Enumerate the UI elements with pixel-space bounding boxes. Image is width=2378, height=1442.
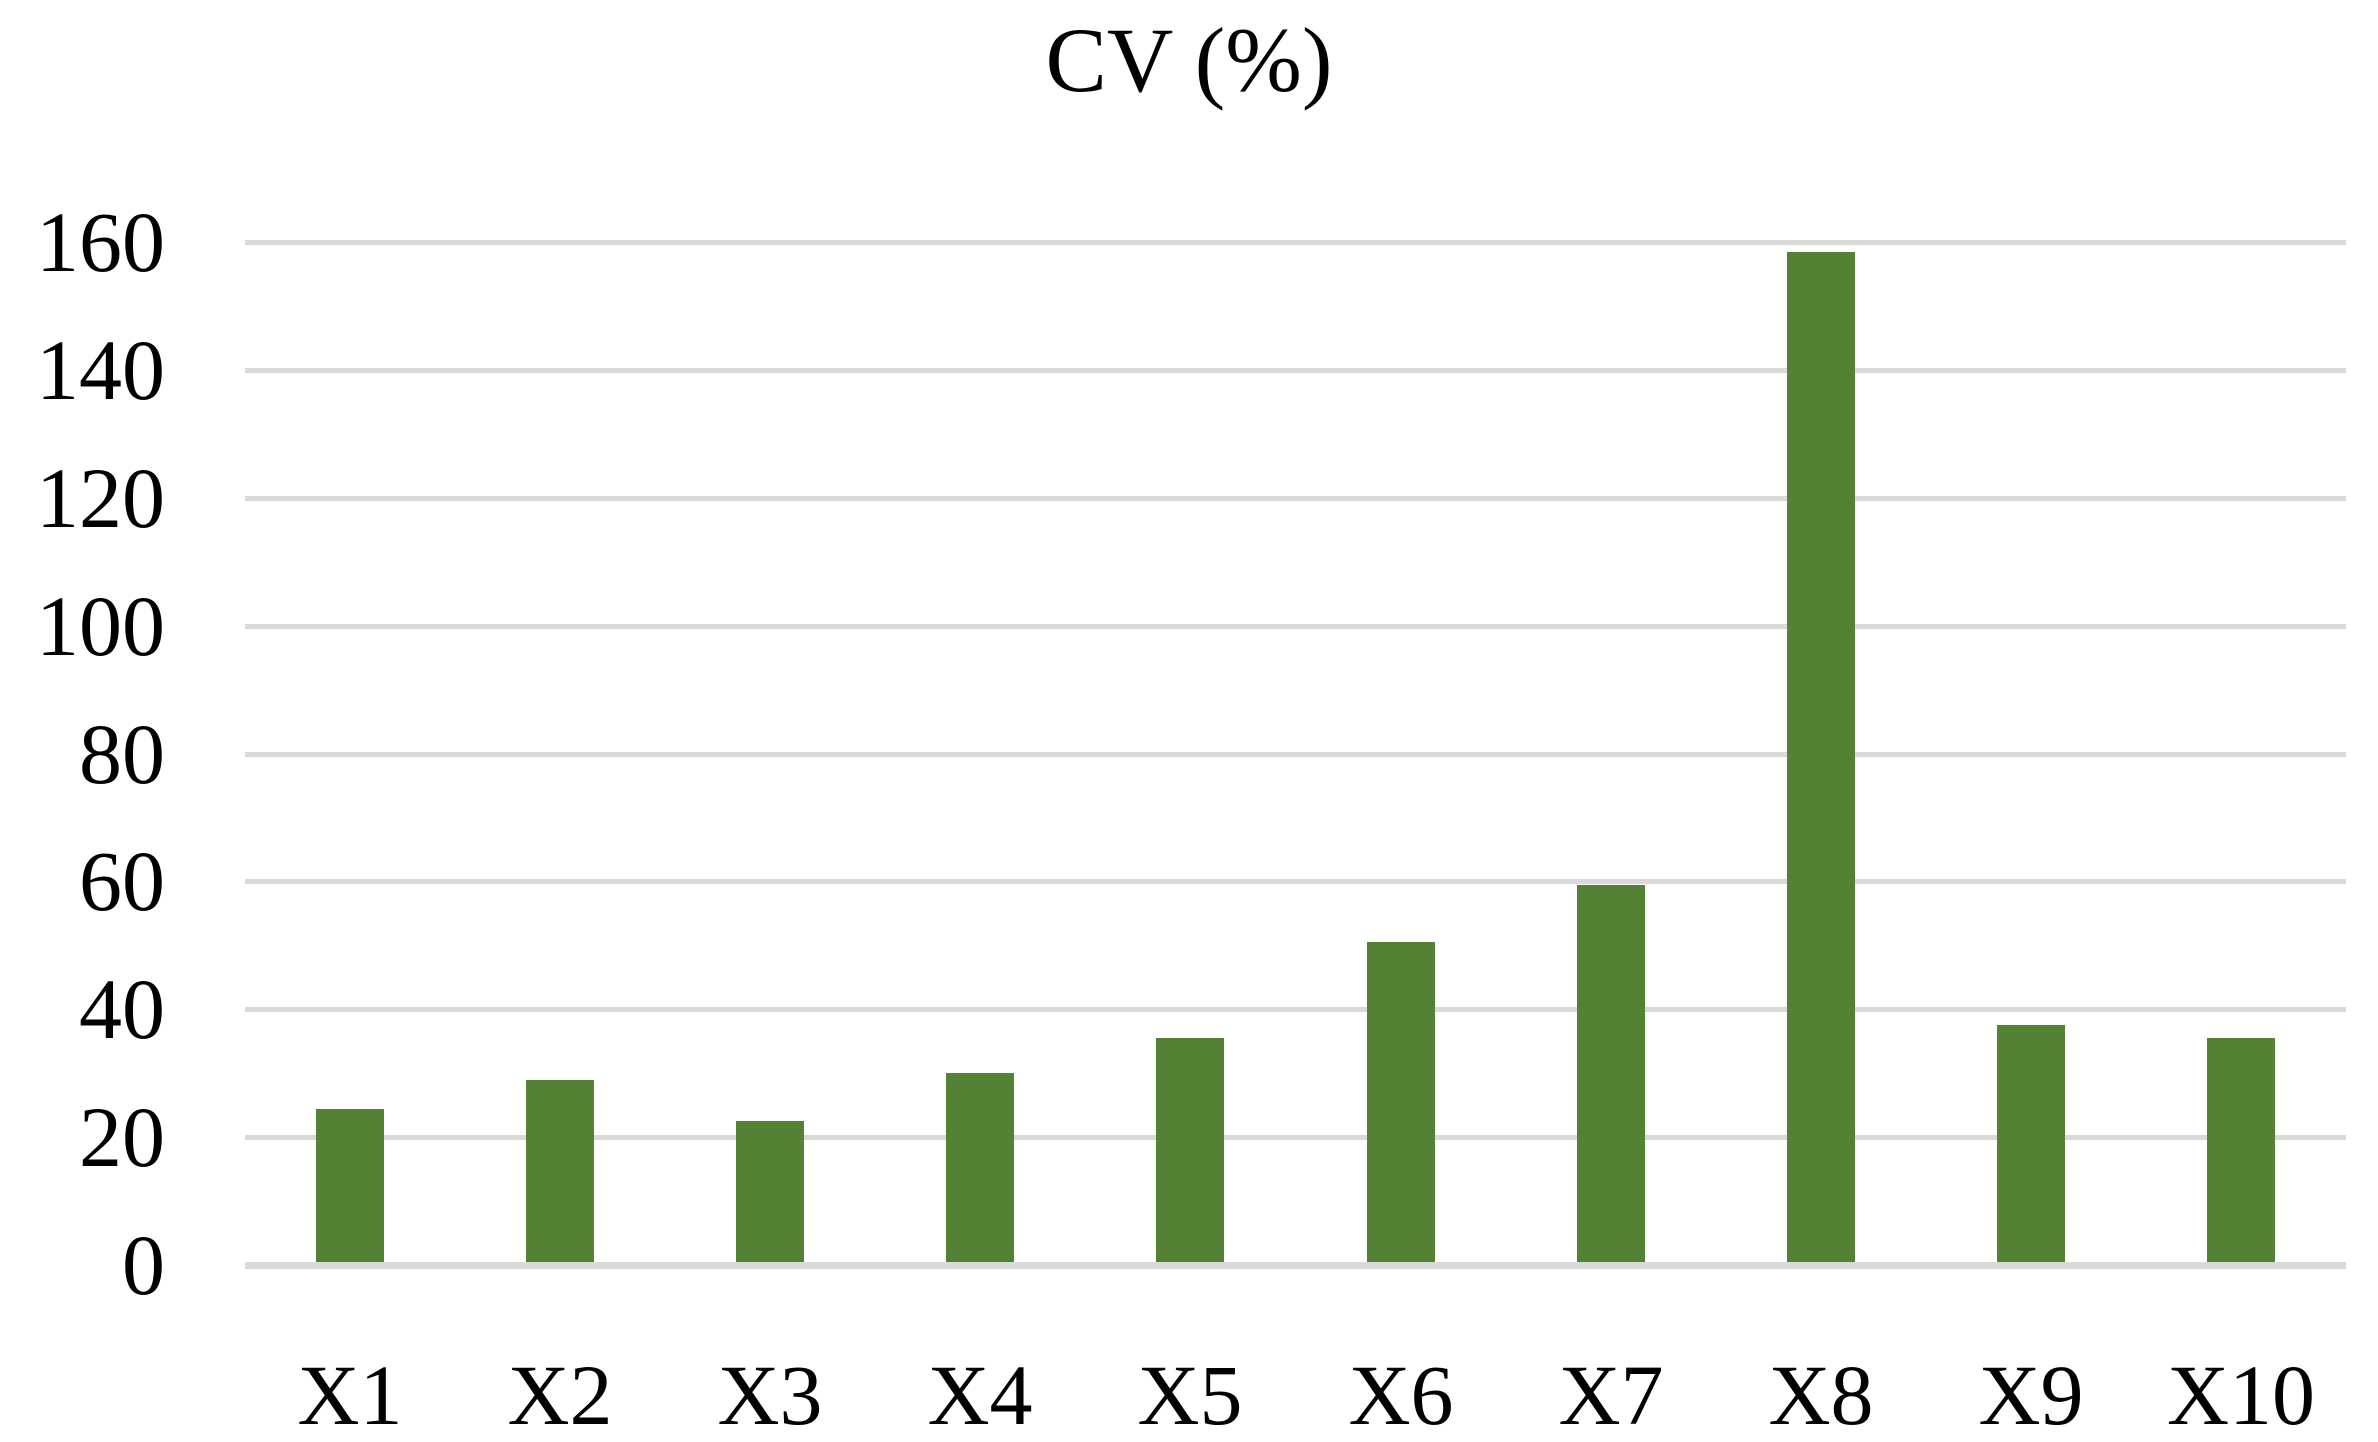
gridline: [245, 495, 2346, 501]
x-tick-label: X1: [297, 1347, 403, 1442]
bar: [1156, 1038, 1224, 1262]
bar: [526, 1080, 594, 1262]
x-tick-label: X10: [2166, 1347, 2316, 1442]
x-tick-label: X8: [1768, 1347, 1874, 1442]
gridline: [245, 623, 2346, 629]
chart-title: CV (%): [1045, 9, 1333, 111]
y-tick-label: 160: [36, 194, 165, 290]
x-axis-line: [245, 1262, 2346, 1269]
y-tick-label: 0: [122, 1217, 165, 1313]
x-tick-label: X5: [1137, 1347, 1243, 1442]
x-tick-label: X7: [1558, 1347, 1664, 1442]
x-tick-label: X2: [507, 1347, 613, 1442]
bar: [1787, 252, 1855, 1262]
bar: [946, 1073, 1014, 1262]
gridline: [245, 367, 2346, 373]
x-tick-label: X9: [1978, 1347, 2084, 1442]
gridline: [245, 240, 2346, 245]
bar: [1367, 942, 1435, 1262]
bar: [1997, 1025, 2065, 1262]
bar: [2207, 1038, 2275, 1262]
y-tick-label: 40: [79, 961, 165, 1058]
y-tick-label: 20: [79, 1089, 165, 1186]
x-tick-label: X3: [717, 1347, 823, 1442]
gridline: [245, 1135, 2346, 1141]
x-tick-label: X6: [1348, 1347, 1454, 1442]
y-tick-label: 120: [36, 449, 165, 546]
bar: [1577, 885, 1645, 1262]
gridline: [245, 879, 2346, 885]
gridline: [245, 751, 2346, 757]
y-tick-label: 80: [79, 705, 165, 802]
bar: [316, 1109, 384, 1262]
bar: [736, 1121, 804, 1262]
y-tick-label: 100: [36, 577, 165, 674]
x-tick-label: X4: [927, 1347, 1033, 1442]
y-tick-label: 60: [79, 833, 165, 930]
gridline: [245, 1007, 2346, 1013]
y-tick-label: 140: [36, 321, 165, 418]
